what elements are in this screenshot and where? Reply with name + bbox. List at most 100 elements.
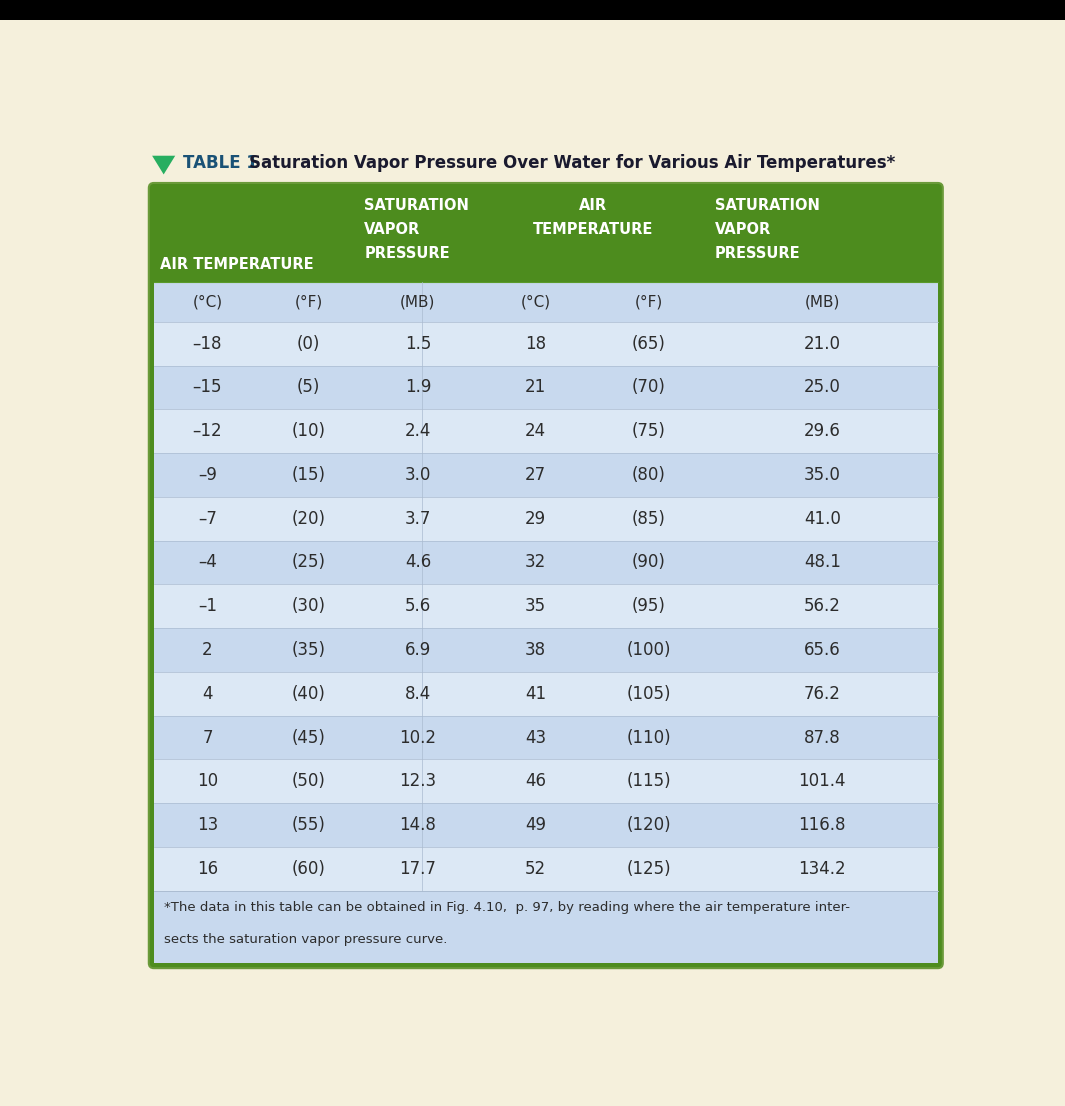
Text: 48.1: 48.1 — [804, 553, 840, 572]
Bar — [153, 282, 938, 322]
Text: VAPOR: VAPOR — [364, 222, 421, 237]
Text: 35.0: 35.0 — [804, 466, 840, 484]
Text: sects the saturation vapor pressure curve.: sects the saturation vapor pressure curv… — [164, 933, 447, 947]
Text: 65.6: 65.6 — [804, 641, 840, 659]
Bar — [153, 847, 938, 890]
Text: TEMPERATURE: TEMPERATURE — [534, 222, 654, 237]
Text: 2: 2 — [202, 641, 213, 659]
Text: (°F): (°F) — [635, 294, 663, 310]
Text: (45): (45) — [292, 729, 326, 747]
Text: (95): (95) — [632, 597, 666, 615]
Text: Saturation Vapor Pressure Over Water for Various Air Temperatures*: Saturation Vapor Pressure Over Water for… — [249, 155, 895, 173]
Text: (30): (30) — [292, 597, 326, 615]
Bar — [153, 322, 938, 366]
Polygon shape — [152, 156, 176, 175]
Text: TABLE 1: TABLE 1 — [183, 155, 258, 173]
Text: 4.6: 4.6 — [405, 553, 431, 572]
Text: (°F): (°F) — [294, 294, 323, 310]
Text: 1.5: 1.5 — [405, 335, 431, 353]
Text: 21.0: 21.0 — [804, 335, 840, 353]
Text: 101.4: 101.4 — [799, 772, 846, 791]
Bar — [153, 541, 938, 584]
Text: 4: 4 — [202, 685, 213, 702]
Text: 38: 38 — [525, 641, 546, 659]
Text: 35: 35 — [525, 597, 546, 615]
Text: 56.2: 56.2 — [804, 597, 840, 615]
Text: 24: 24 — [525, 422, 546, 440]
Bar — [153, 497, 938, 541]
Text: (15): (15) — [292, 466, 326, 484]
Text: VAPOR: VAPOR — [715, 222, 771, 237]
Text: 12.3: 12.3 — [399, 772, 437, 791]
Text: (80): (80) — [632, 466, 666, 484]
Text: SATURATION: SATURATION — [715, 198, 820, 213]
Text: (115): (115) — [626, 772, 671, 791]
Text: 21: 21 — [525, 378, 546, 396]
Bar — [153, 628, 938, 671]
Text: AIR: AIR — [579, 198, 607, 213]
Text: (110): (110) — [626, 729, 671, 747]
Text: 16: 16 — [197, 859, 218, 878]
Bar — [153, 890, 938, 963]
Text: 3.7: 3.7 — [405, 510, 431, 528]
Text: 5.6: 5.6 — [405, 597, 431, 615]
Text: (5): (5) — [297, 378, 321, 396]
Text: (100): (100) — [626, 641, 671, 659]
Text: (10): (10) — [292, 422, 326, 440]
Text: (25): (25) — [292, 553, 326, 572]
Text: PRESSURE: PRESSURE — [715, 246, 801, 261]
Text: (55): (55) — [292, 816, 326, 834]
Text: (90): (90) — [632, 553, 666, 572]
Text: 134.2: 134.2 — [799, 859, 846, 878]
Text: (MB): (MB) — [805, 294, 840, 310]
Text: 25.0: 25.0 — [804, 378, 840, 396]
Text: (20): (20) — [292, 510, 326, 528]
Bar — [153, 409, 938, 453]
Text: 43: 43 — [525, 729, 546, 747]
Text: (65): (65) — [632, 335, 666, 353]
Text: –12: –12 — [193, 422, 223, 440]
Text: 46: 46 — [525, 772, 546, 791]
Bar — [153, 760, 938, 803]
Text: PRESSURE: PRESSURE — [364, 246, 449, 261]
Text: 2.4: 2.4 — [405, 422, 431, 440]
Text: –4: –4 — [198, 553, 217, 572]
Text: 8.4: 8.4 — [405, 685, 431, 702]
Bar — [153, 453, 938, 497]
Text: 10: 10 — [197, 772, 218, 791]
Text: 7: 7 — [202, 729, 213, 747]
Text: 18: 18 — [525, 335, 546, 353]
Bar — [153, 803, 938, 847]
Text: 52: 52 — [525, 859, 546, 878]
Text: (MB): (MB) — [400, 294, 436, 310]
Text: 13: 13 — [197, 816, 218, 834]
Text: (40): (40) — [292, 685, 326, 702]
Text: 41: 41 — [525, 685, 546, 702]
Text: 6.9: 6.9 — [405, 641, 431, 659]
Text: 116.8: 116.8 — [799, 816, 846, 834]
Text: SATURATION: SATURATION — [364, 198, 469, 213]
Text: (50): (50) — [292, 772, 326, 791]
Text: –9: –9 — [198, 466, 217, 484]
Text: (0): (0) — [297, 335, 321, 353]
Text: (35): (35) — [292, 641, 326, 659]
Text: (125): (125) — [626, 859, 671, 878]
Text: 32: 32 — [525, 553, 546, 572]
Bar — [153, 584, 938, 628]
Text: 3.0: 3.0 — [405, 466, 431, 484]
Text: 10.2: 10.2 — [399, 729, 437, 747]
Text: AIR TEMPERATURE: AIR TEMPERATURE — [161, 257, 314, 272]
Text: *The data in this table can be obtained in Fig. 4.10,  p. 97, by reading where t: *The data in this table can be obtained … — [164, 901, 850, 914]
Text: 14.8: 14.8 — [399, 816, 437, 834]
Text: –15: –15 — [193, 378, 223, 396]
Text: (60): (60) — [292, 859, 326, 878]
Text: 41.0: 41.0 — [804, 510, 840, 528]
Text: 29: 29 — [525, 510, 546, 528]
Text: 27: 27 — [525, 466, 546, 484]
FancyBboxPatch shape — [149, 182, 943, 968]
Bar — [153, 671, 938, 716]
Text: (85): (85) — [632, 510, 666, 528]
Bar — [153, 188, 938, 282]
Bar — [153, 366, 938, 409]
Text: 17.7: 17.7 — [399, 859, 437, 878]
